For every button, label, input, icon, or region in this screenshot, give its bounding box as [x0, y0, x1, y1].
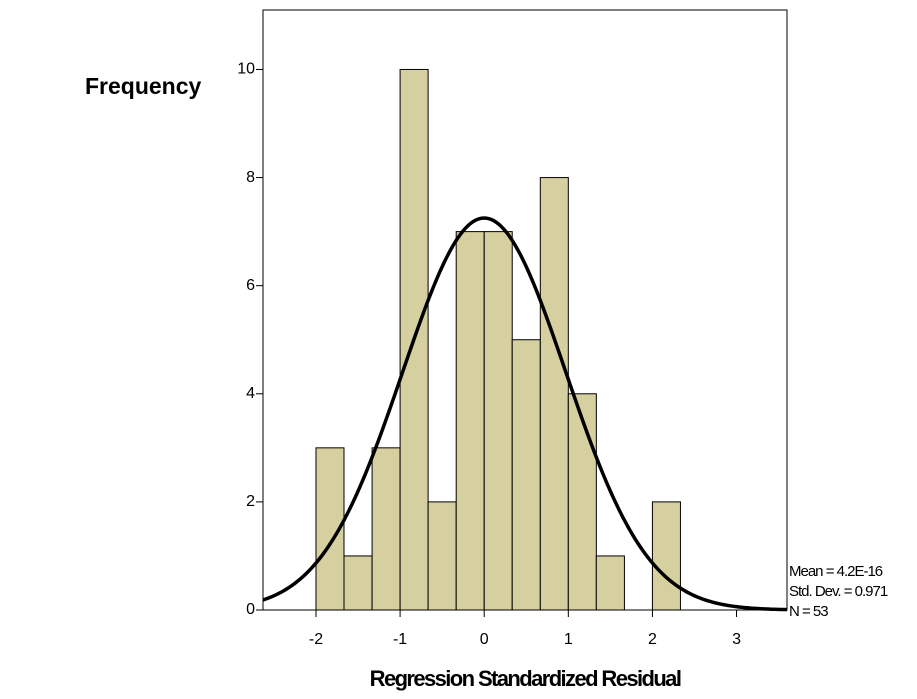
stat-n: N = 53 [789, 603, 828, 620]
y-tick-label: 2 [246, 493, 255, 510]
bar [343, 555, 373, 611]
y-tick-label: 6 [246, 277, 255, 294]
bar [511, 339, 541, 611]
y-axis-label: Frequency [85, 73, 202, 99]
x-tick-label: -1 [393, 631, 407, 648]
stat-std-dev: Std. Dev. = 0.971 [789, 583, 888, 600]
plot-frame [262, 9, 788, 611]
y-tick-label: 0 [246, 601, 255, 618]
y-tick-label: 8 [246, 169, 255, 186]
x-tick-label: 3 [732, 631, 741, 648]
bar [651, 501, 681, 611]
x-tick-label: 1 [564, 631, 573, 648]
stat-mean: Mean = 4.2E-16 [789, 563, 883, 580]
bar [483, 231, 513, 611]
normal-curve [262, 216, 788, 612]
x-tick-label: -2 [309, 631, 323, 648]
bar [455, 231, 485, 611]
x-axis-label: Regression Standardized Residual [370, 666, 681, 691]
bar [427, 501, 457, 611]
bar [371, 447, 401, 611]
bar [539, 177, 569, 611]
y-tick-label: 4 [246, 385, 255, 402]
y-tick-label: 10 [237, 61, 255, 78]
x-tick-label: 2 [648, 631, 657, 648]
bar [595, 555, 625, 611]
x-tick-label: 0 [480, 631, 489, 648]
bar [567, 393, 597, 611]
